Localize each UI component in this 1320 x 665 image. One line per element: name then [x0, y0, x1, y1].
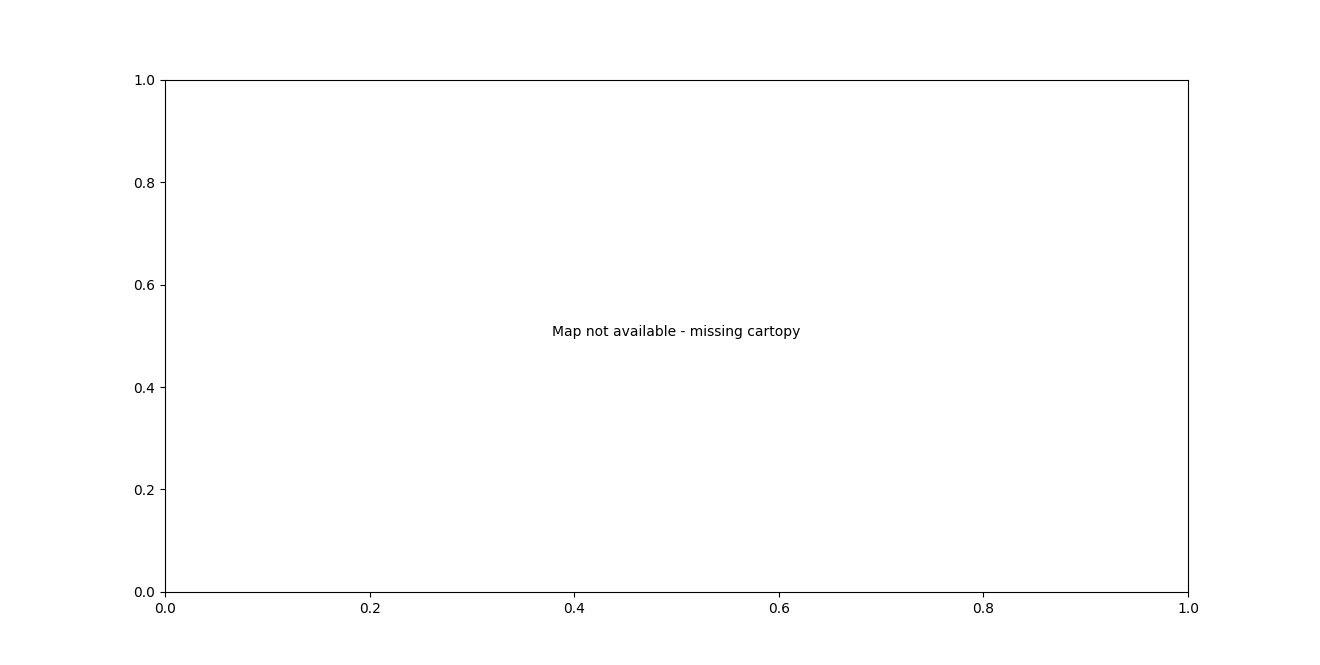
Text: Map not available - missing cartopy: Map not available - missing cartopy [552, 325, 801, 339]
